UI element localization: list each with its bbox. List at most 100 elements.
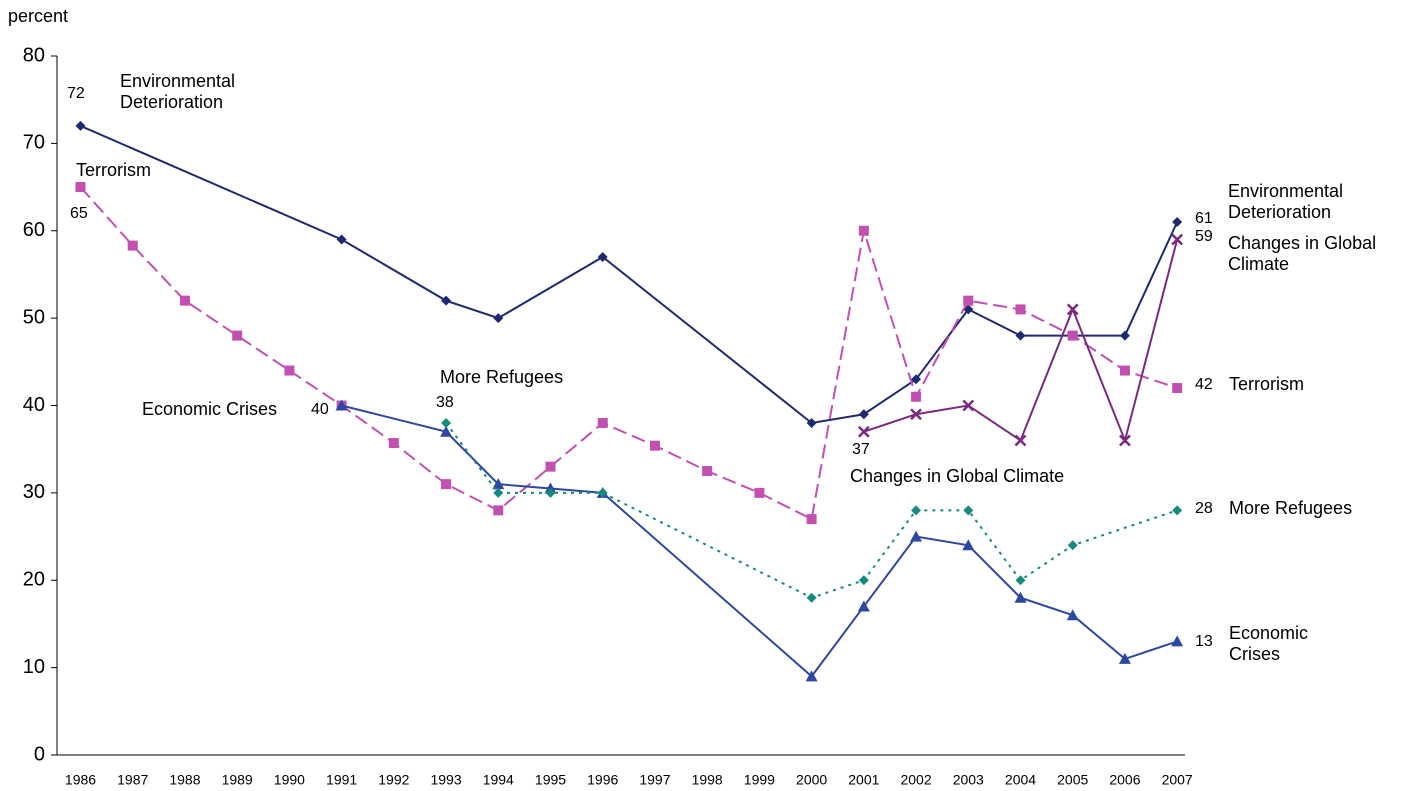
series-line xyxy=(80,124,1179,425)
series-label: Economic Crises xyxy=(1229,623,1309,664)
series-label: Changes in Global Climate xyxy=(1228,233,1377,274)
marker xyxy=(857,600,870,612)
marker xyxy=(857,425,870,438)
x-tick-label: 1988 xyxy=(169,772,200,788)
marker xyxy=(858,225,869,236)
value-label: 13 xyxy=(1195,633,1213,650)
marker xyxy=(911,374,922,385)
marker xyxy=(441,479,452,490)
series-line xyxy=(445,422,1178,599)
marker xyxy=(597,417,608,428)
series-label: Terrorism xyxy=(76,160,151,180)
series-label: Environmental Deterioration xyxy=(120,71,236,112)
value-label: 59 xyxy=(1195,228,1213,245)
marker xyxy=(754,487,765,498)
marker xyxy=(127,240,138,251)
y-tick-label: 30 xyxy=(23,481,45,503)
marker xyxy=(597,487,608,498)
x-tick-label: 1989 xyxy=(222,772,253,788)
marker xyxy=(493,505,504,516)
marker xyxy=(805,670,818,682)
value-label: 61 xyxy=(1195,210,1213,227)
marker xyxy=(335,399,348,411)
x-tick-label: 2001 xyxy=(848,772,879,788)
series-label: More Refugees xyxy=(440,367,564,387)
marker xyxy=(493,487,504,498)
marker xyxy=(858,409,869,420)
marker xyxy=(1172,383,1183,394)
marker xyxy=(910,408,922,421)
marker xyxy=(388,438,399,449)
x-tick-label: 1997 xyxy=(639,772,670,788)
marker xyxy=(806,417,817,428)
marker xyxy=(702,466,713,477)
marker xyxy=(649,440,660,451)
marker xyxy=(1171,635,1184,647)
y-tick-label: 70 xyxy=(23,132,45,154)
x-tick-label: 2006 xyxy=(1109,772,1140,788)
series-label: Changes in Global Climate xyxy=(850,466,1065,486)
x-tick-label: 2005 xyxy=(1057,772,1088,788)
value-label: 40 xyxy=(311,401,329,418)
series-label: Terrorism xyxy=(1229,374,1304,394)
marker xyxy=(1172,505,1183,516)
x-tick-label: 1990 xyxy=(274,772,305,788)
marker xyxy=(1067,540,1078,551)
marker xyxy=(1015,330,1026,341)
marker xyxy=(492,478,505,490)
marker xyxy=(911,505,922,516)
x-tick-label: 2002 xyxy=(900,772,931,788)
marker xyxy=(806,592,817,603)
marker xyxy=(545,461,556,472)
marker xyxy=(1119,330,1130,341)
x-tick-label: 2003 xyxy=(953,772,984,788)
marker xyxy=(284,365,295,376)
x-tick-label: 1998 xyxy=(692,772,723,788)
marker xyxy=(962,399,975,412)
y-tick-label: 60 xyxy=(23,219,45,241)
x-tick-label: 1994 xyxy=(483,772,514,788)
x-tick-label: 2000 xyxy=(796,772,827,788)
x-tick-label: 1986 xyxy=(65,772,96,788)
marker xyxy=(75,120,86,131)
x-tick-label: 1999 xyxy=(744,772,775,788)
marker xyxy=(910,530,923,542)
x-tick-label: 1991 xyxy=(326,772,357,788)
series-line xyxy=(341,404,1178,678)
marker xyxy=(232,330,243,341)
value-label: 42 xyxy=(1195,376,1213,393)
marker xyxy=(1015,304,1026,315)
marker xyxy=(75,182,86,193)
y-tick-label: 40 xyxy=(23,394,45,416)
marker xyxy=(1067,330,1078,341)
marker xyxy=(1118,652,1131,664)
marker xyxy=(963,295,974,306)
series-label: Economic Crises xyxy=(142,399,278,419)
x-tick-label: 2004 xyxy=(1005,772,1036,788)
x-tick-label: 1995 xyxy=(535,772,566,788)
marker xyxy=(1014,434,1027,447)
value-label: 28 xyxy=(1195,500,1213,517)
series-line xyxy=(79,186,1178,521)
x-tick-label: 1993 xyxy=(430,772,461,788)
marker xyxy=(1171,233,1184,246)
series-label: More Refugees xyxy=(1229,498,1353,518)
marker xyxy=(493,313,504,324)
marker xyxy=(597,251,608,262)
marker xyxy=(1119,365,1130,376)
marker xyxy=(545,487,556,498)
y-tick-label: 80 xyxy=(23,44,45,66)
marker xyxy=(179,295,190,306)
marker xyxy=(962,539,975,551)
marker xyxy=(441,417,452,428)
y-tick-label: 20 xyxy=(23,569,45,591)
x-tick-label: 1996 xyxy=(587,772,618,788)
marker xyxy=(806,514,817,525)
y-axis-label: percent xyxy=(8,6,69,26)
marker xyxy=(1014,591,1027,603)
value-label: 72 xyxy=(67,85,85,102)
marker xyxy=(1066,609,1079,621)
value-label: 37 xyxy=(852,441,870,458)
